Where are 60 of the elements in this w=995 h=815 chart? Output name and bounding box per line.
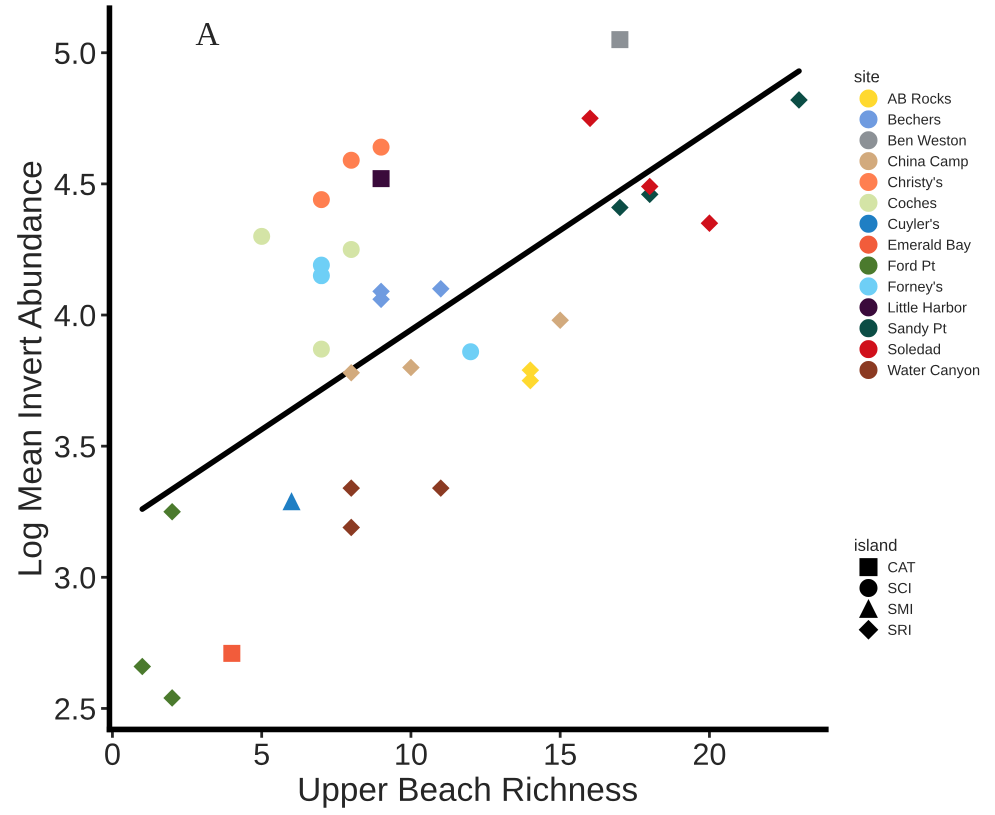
legend-label: AB Rocks — [887, 93, 951, 104]
point — [611, 198, 629, 216]
point — [432, 479, 450, 497]
point — [551, 311, 569, 330]
point — [640, 178, 659, 196]
x-tick-label: 5 — [254, 744, 269, 766]
legend-label: Christy's — [888, 176, 942, 190]
point — [342, 152, 360, 169]
legend-label: Coches — [888, 197, 936, 208]
point — [342, 364, 360, 382]
legend-label: SMI — [888, 604, 912, 614]
x-axis-title: Upper Beach Richness — [300, 776, 637, 808]
legend-label: Ben Weston — [888, 135, 966, 146]
legend-label: SCI — [888, 582, 910, 594]
y-tick-label: 4.0 — [54, 304, 96, 326]
y-tick-label: 5.0 — [55, 42, 96, 64]
point — [223, 644, 240, 662]
point — [700, 214, 718, 232]
point — [432, 280, 450, 298]
point — [611, 31, 628, 48]
x-tick-label: 10 — [396, 743, 427, 766]
legend-label: Forney's — [888, 282, 942, 295]
point — [312, 340, 330, 358]
legend-label: Little Harbor — [888, 302, 967, 313]
point — [372, 170, 390, 188]
point — [342, 240, 360, 258]
legend-label: China Camp — [888, 156, 968, 170]
text: site — [854, 70, 880, 82]
point — [790, 91, 808, 109]
legend-label: Emerald Bay — [888, 239, 971, 253]
point — [342, 518, 360, 536]
y-tick-label: 2.5 — [55, 698, 95, 720]
point — [163, 502, 181, 521]
point — [581, 110, 599, 128]
x-tick-label: 20 — [694, 743, 726, 766]
legend-label: Sandy Pt — [888, 322, 947, 336]
legend-label: CAT — [888, 562, 916, 572]
point — [253, 228, 270, 245]
y-axis-title: Log Mean Invert Abundance — [17, 162, 48, 575]
point — [134, 658, 152, 676]
y-tick-label: 3.0 — [54, 567, 96, 589]
point — [372, 138, 390, 156]
y-tick-label: 4.5 — [54, 174, 95, 196]
legend-label: SRI — [888, 624, 910, 635]
annotation: A — [196, 23, 220, 46]
point — [312, 191, 330, 208]
x-tick-label: 15 — [546, 744, 576, 766]
point — [462, 343, 480, 360]
y-tick-label: 3.5 — [54, 436, 95, 458]
text: island — [855, 538, 896, 552]
point — [163, 689, 181, 707]
legend-label: Ford Pt — [888, 260, 936, 271]
legend-label: Cuyler's — [888, 218, 940, 232]
legend-label: Bechers — [888, 114, 940, 125]
point — [342, 479, 360, 497]
legend-label: Water Canyon — [888, 364, 980, 378]
legend-label: Soledad — [888, 344, 940, 354]
point — [402, 358, 420, 376]
point — [282, 492, 301, 510]
x-tick-label: 0 — [105, 743, 120, 766]
